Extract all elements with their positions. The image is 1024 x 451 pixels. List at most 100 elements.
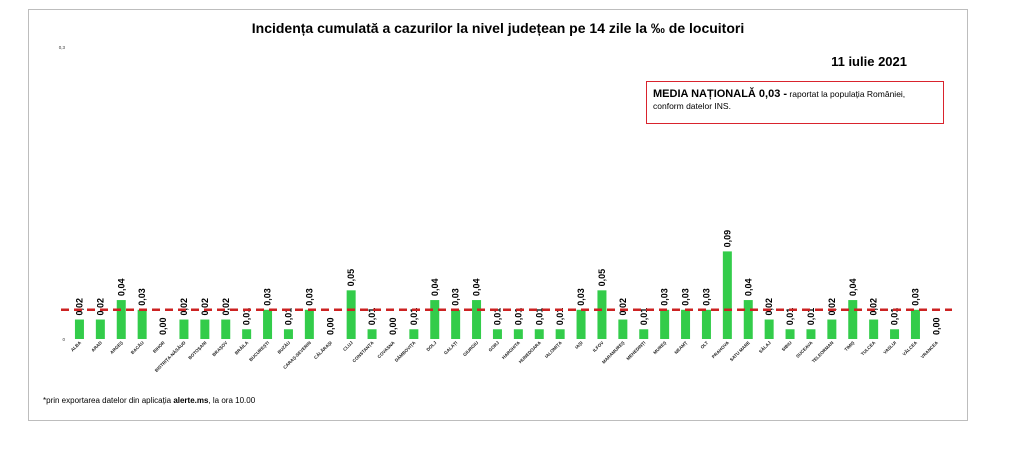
bar-value-label: 0,01 <box>534 308 544 326</box>
bar-value-label: 0,01 <box>513 308 523 326</box>
bar <box>890 329 900 339</box>
bar <box>827 319 837 339</box>
bar <box>848 300 858 339</box>
category-label: COVASNA <box>376 340 396 360</box>
category-label: DOLJ <box>425 340 437 352</box>
bar <box>367 329 377 339</box>
category-label: BUZĂU <box>276 339 291 354</box>
bar-value-label: 0,02 <box>827 298 837 316</box>
bar <box>785 329 795 339</box>
category-label: HUNEDOARA <box>518 340 543 365</box>
bar-value-label: 0,04 <box>743 279 753 297</box>
bar-value-label: 0,03 <box>576 288 586 306</box>
bar <box>910 309 920 339</box>
report-date: 11 iulie 2021 <box>831 54 907 69</box>
category-label: CĂLĂRAȘI <box>312 339 333 360</box>
category-label: GALAȚI <box>443 340 458 355</box>
bar <box>639 329 649 339</box>
category-label: VÂLCEA <box>901 339 919 357</box>
bar-value-label: 0,02 <box>221 298 231 316</box>
bar <box>179 319 189 339</box>
bar-value-label: 0,03 <box>263 288 273 306</box>
chart-frame: Incidența cumulată a cazurilor la nivel … <box>28 9 968 421</box>
category-label: MUREȘ <box>652 340 668 356</box>
bar <box>74 319 84 339</box>
footnote: *prin exportarea datelor din aplicația a… <box>43 396 255 405</box>
bar-value-label: 0,00 <box>931 317 941 335</box>
bar-value-label: 0,00 <box>158 317 168 335</box>
bar-value-label: 0,02 <box>869 298 879 316</box>
bar-value-label: 0,01 <box>639 308 649 326</box>
bar-value-label: 0,01 <box>806 308 816 326</box>
bar-value-label: 0,02 <box>74 298 84 316</box>
category-label: BRAȘOV <box>211 340 229 358</box>
category-label: ARAD <box>90 340 103 353</box>
category-label: VRANCEA <box>920 340 940 360</box>
bar-value-label: 0,01 <box>890 308 900 326</box>
bar-value-label: 0,03 <box>701 288 711 306</box>
bar-value-label: 0,03 <box>451 288 461 306</box>
bar-value-label: 0,02 <box>179 298 189 316</box>
bar-value-label: 0,05 <box>597 269 607 287</box>
category-label: SĂLAJ <box>757 339 772 354</box>
bar <box>534 329 544 339</box>
category-label: MEHEDINȚI <box>625 340 646 361</box>
bar-value-label: 0,01 <box>283 308 293 326</box>
y-tick-label: 0 <box>62 337 65 342</box>
footnote-text: *prin exportarea datelor din aplicația <box>43 396 174 405</box>
bar <box>451 309 461 339</box>
bar-value-label: 0,02 <box>618 298 628 316</box>
category-label: TELEORMAN <box>811 340 835 364</box>
bar-value-label: 0,04 <box>472 279 482 297</box>
category-label: TIMIȘ <box>843 340 856 353</box>
national-average-label: MEDIA NAȚIONALĂ 0,03 - <box>653 88 788 100</box>
category-label: ILFOV <box>592 340 605 353</box>
category-label: IAȘI <box>574 340 584 350</box>
category-label: GORJ <box>488 340 501 353</box>
category-label: VASLUI <box>882 340 897 355</box>
bar-value-label: 0,03 <box>660 288 670 306</box>
bar <box>95 319 105 339</box>
bar <box>116 300 126 339</box>
category-label: ALBA <box>70 340 83 353</box>
category-label: BUCUREȘTI <box>248 340 271 363</box>
bar-value-label: 0,02 <box>95 298 105 316</box>
bar <box>555 329 565 339</box>
bar-value-label: 0,01 <box>367 308 377 326</box>
bar <box>743 300 753 339</box>
category-label: IALOMIȚA <box>544 340 563 359</box>
bar <box>242 329 252 339</box>
category-label: CONSTANȚA <box>351 340 375 364</box>
bar-value-label: 0,04 <box>430 279 440 297</box>
national-average-box: MEDIA NAȚIONALĂ 0,03 - raportat la popul… <box>646 81 944 124</box>
category-label: ARGEȘ <box>109 340 125 356</box>
bar-value-label: 0,01 <box>409 308 419 326</box>
bar-value-label: 0,04 <box>848 279 858 297</box>
category-label: GIURGIU <box>462 340 479 357</box>
category-label: MARAMUREȘ <box>601 340 626 365</box>
bar <box>430 300 440 339</box>
bar-value-label: 0,02 <box>200 298 210 316</box>
footnote-time: , la ora 10.00 <box>208 396 256 405</box>
bar <box>472 300 482 339</box>
national-average-note: raportat la populația României, conform … <box>653 89 906 111</box>
bar <box>409 329 419 339</box>
footnote-source: alerte.ms <box>173 396 209 405</box>
bar-value-label: 0,02 <box>764 298 774 316</box>
bar-value-label: 0,04 <box>116 279 126 297</box>
bar-value-label: 0,00 <box>325 317 335 335</box>
category-label: BIHOR <box>152 340 166 354</box>
category-label: SUCEAVA <box>795 340 814 359</box>
category-label: OLT <box>699 340 709 350</box>
bar <box>701 309 711 339</box>
bar <box>597 290 607 339</box>
bar <box>346 290 356 339</box>
bar <box>660 309 670 339</box>
bar <box>618 319 628 339</box>
bar <box>681 309 691 339</box>
y-tick-label: 0,3 <box>59 45 66 50</box>
bar-value-label: 0,00 <box>388 317 398 335</box>
bar-value-label: 0,03 <box>304 288 314 306</box>
bar <box>722 251 732 339</box>
bar-value-label: 0,03 <box>910 288 920 306</box>
